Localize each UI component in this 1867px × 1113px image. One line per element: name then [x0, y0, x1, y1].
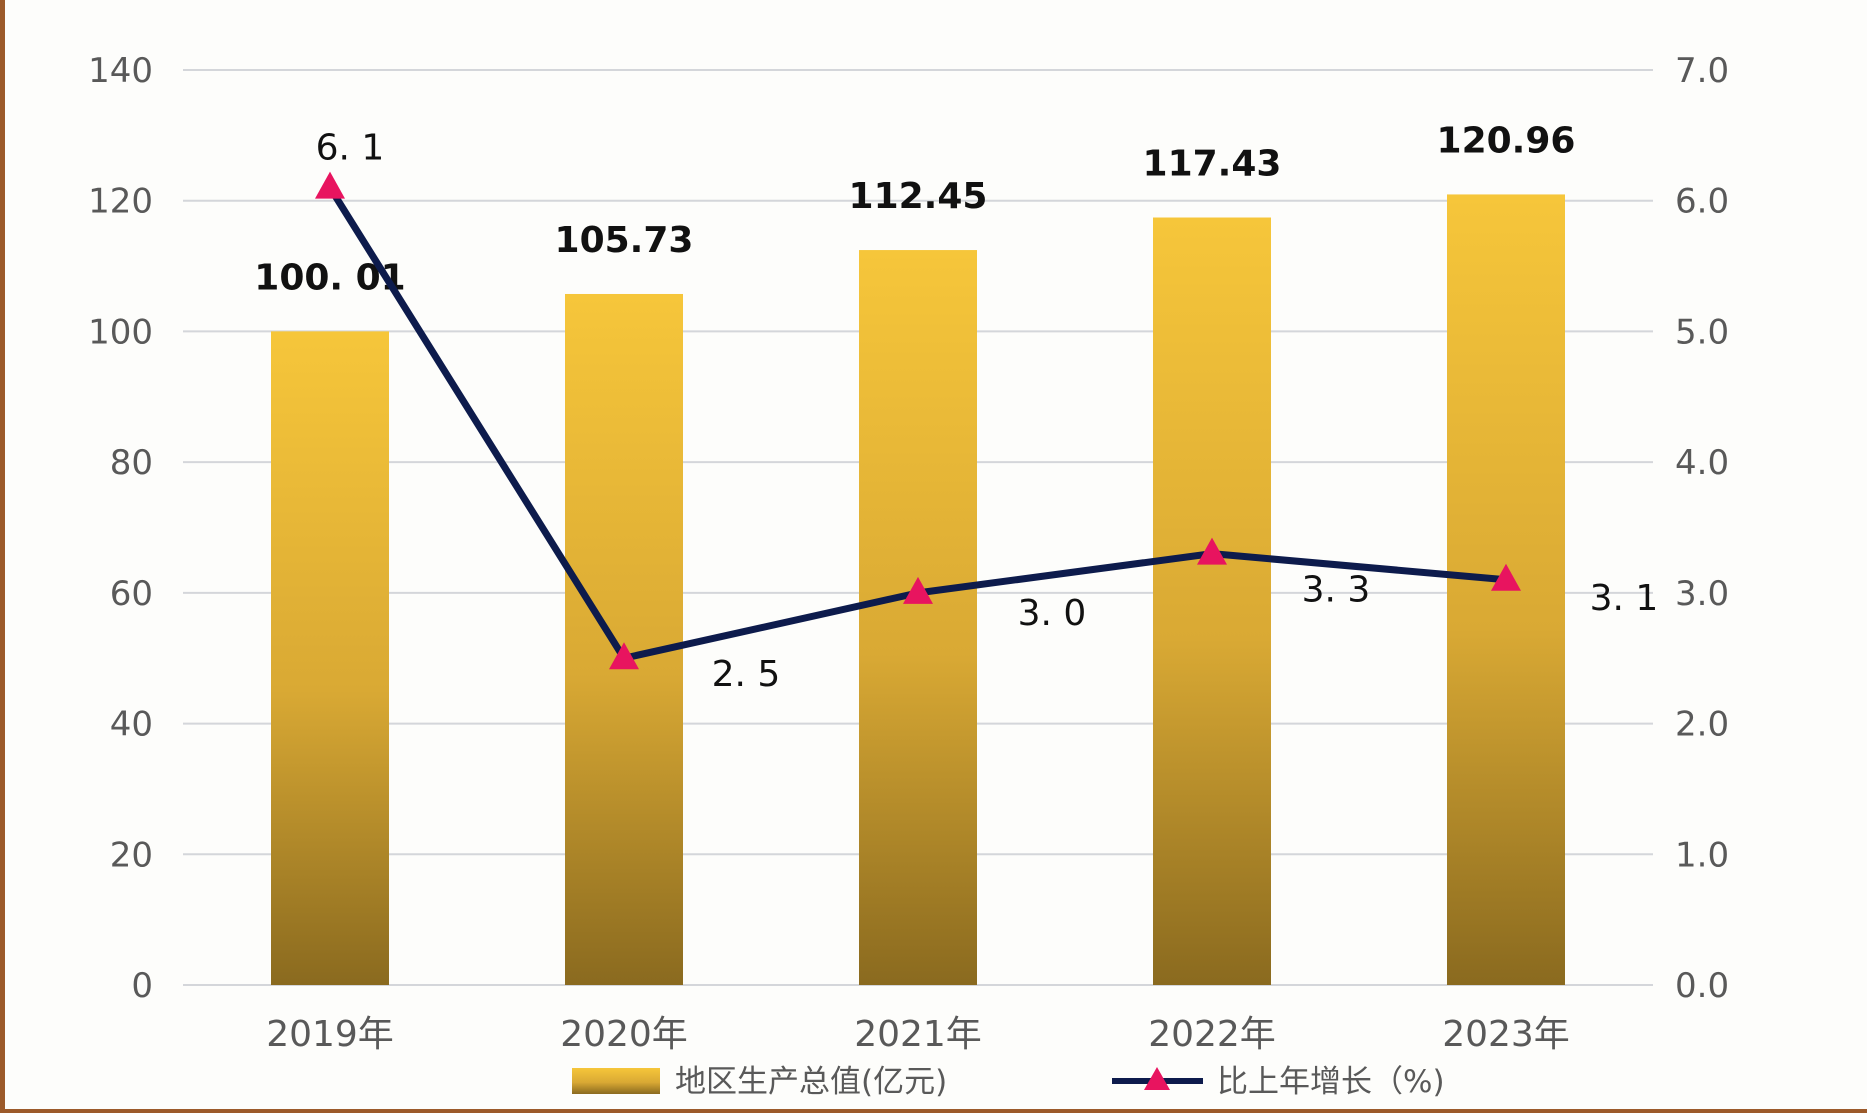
legend-line-marker [1144, 1067, 1170, 1090]
bar-value-label: 105.73 [555, 220, 694, 261]
x-category-label: 2023年 [1442, 1014, 1570, 1055]
line-marker [609, 642, 639, 670]
x-category-label: 2019年 [266, 1014, 394, 1055]
line-marker [315, 171, 345, 199]
bar [1153, 217, 1271, 985]
legend: 地区生产总值(亿元) 比上年增长（%) [572, 1064, 1445, 1100]
left-tick-label: 0 [131, 966, 153, 1006]
bar-value-label: 117.43 [1143, 144, 1282, 185]
left-tick-label: 80 [110, 443, 153, 483]
bar [271, 331, 389, 985]
left-tick-label: 100 [88, 312, 153, 352]
left-tick-label: 60 [110, 574, 153, 614]
legend-bar-swatch [572, 1068, 660, 1094]
x-axis-categories: 2019年 2020年 2021年 2022年 2023年 [266, 1014, 1570, 1055]
line-marker [1491, 563, 1521, 591]
line-series [315, 171, 1521, 670]
legend-bar-label: 地区生产总值(亿元) [675, 1064, 947, 1100]
bar [859, 250, 977, 985]
left-axis-ticks: 0 20 40 60 80 100 120 140 [88, 51, 153, 1006]
right-tick-label: 6.0 [1675, 182, 1729, 222]
right-tick-label: 2.0 [1675, 705, 1729, 745]
legend-line-label: 比上年增长（%) [1217, 1064, 1445, 1100]
bar-value-label: 112.45 [849, 176, 988, 217]
left-tick-label: 140 [88, 51, 153, 91]
line-value-label: 3. 3 [1302, 570, 1371, 611]
right-tick-label: 7.0 [1675, 51, 1729, 91]
bar [565, 293, 683, 985]
right-tick-label: 3.0 [1675, 574, 1729, 614]
line-value-label: 2. 5 [712, 654, 781, 695]
x-category-label: 2022年 [1148, 1014, 1276, 1055]
left-tick-label: 120 [88, 182, 153, 222]
line-value-label: 3. 1 [1590, 578, 1659, 619]
x-category-label: 2020年 [560, 1014, 688, 1055]
right-tick-label: 1.0 [1675, 835, 1729, 875]
bar-value-label: 120.96 [1437, 120, 1576, 161]
right-axis-ticks: 0.0 1.0 2.0 3.0 4.0 5.0 6.0 7.0 [1675, 51, 1729, 1006]
bar-series [271, 194, 1565, 985]
chart: 0 20 40 60 80 100 120 140 0.0 1.0 2.0 3.0 4.0 5.0 6.0… [88, 51, 1729, 1100]
line-value-label: 3. 0 [1018, 593, 1087, 634]
right-tick-label: 5.0 [1675, 312, 1729, 352]
right-tick-label: 4.0 [1675, 443, 1729, 483]
line-value-labels: 6. 1 2. 5 3. 0 3. 3 3. 1 [316, 128, 1659, 696]
line-value-label: 6. 1 [316, 128, 385, 169]
x-category-label: 2021年 [854, 1014, 982, 1055]
line-marker [1197, 537, 1227, 565]
left-tick-label: 20 [110, 835, 153, 875]
left-tick-label: 40 [110, 705, 153, 745]
right-tick-label: 0.0 [1675, 966, 1729, 1006]
line-marker [903, 576, 933, 604]
